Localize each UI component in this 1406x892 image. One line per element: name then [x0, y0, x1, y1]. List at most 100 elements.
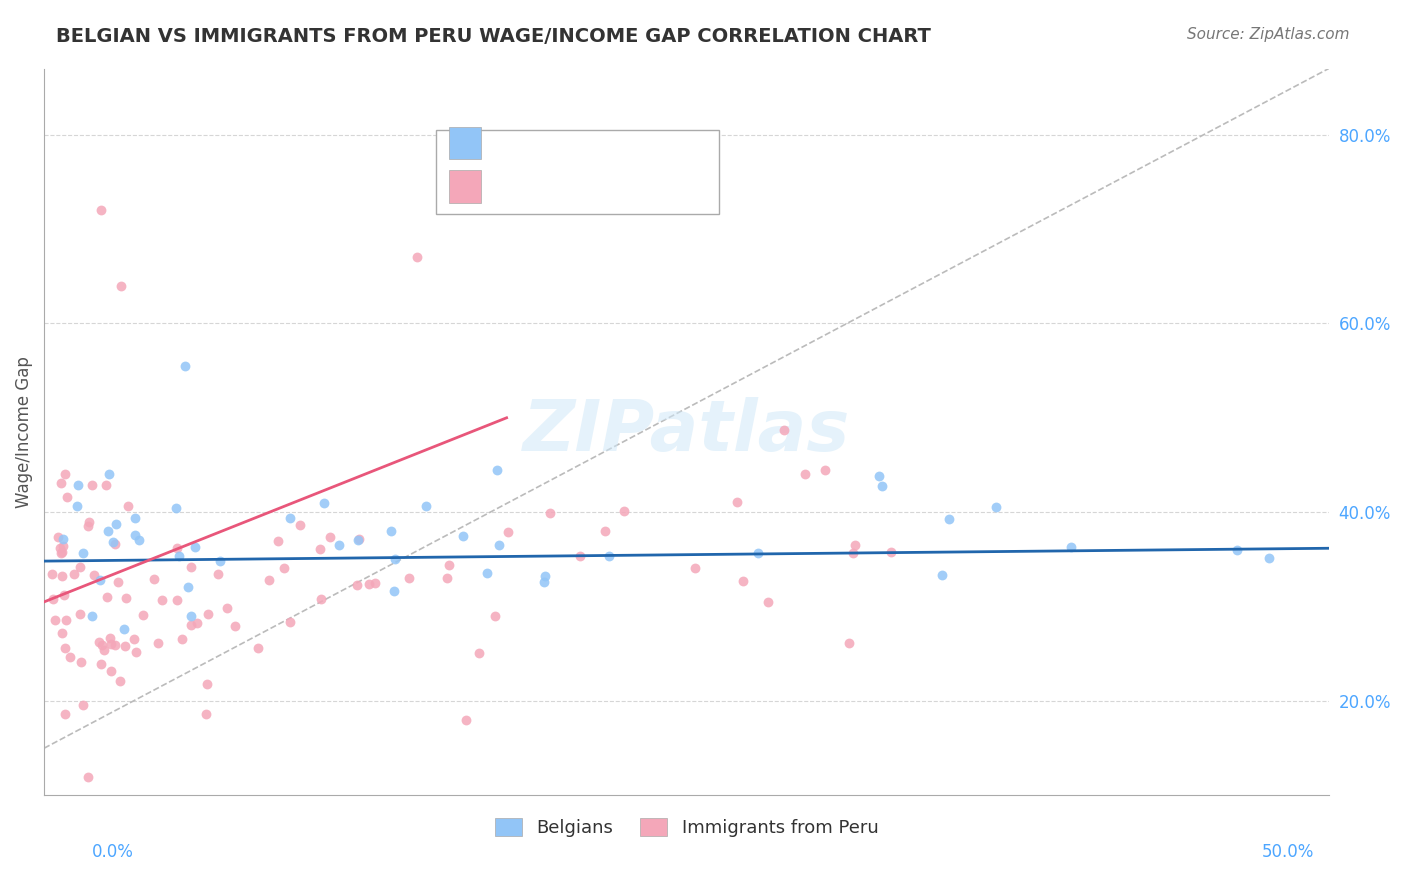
Point [77, 518, 100, 533]
FancyBboxPatch shape [449, 170, 481, 203]
Text: BELGIAN VS IMMIGRANTS FROM PERU WAGE/INCOME GAP CORRELATION CHART: BELGIAN VS IMMIGRANTS FROM PERU WAGE/INC… [56, 27, 931, 45]
Point [346, 577, 368, 591]
Point [53, 588, 76, 602]
Point [90, 657, 112, 672]
Point [534, 569, 557, 583]
Point [290, 517, 312, 532]
Point [170, 632, 193, 646]
Point [257, 573, 280, 587]
Point [1257, 551, 1279, 566]
Point [384, 552, 406, 566]
Point [49, 476, 72, 491]
Point [844, 538, 866, 552]
Point [938, 512, 960, 526]
Point [72, 698, 94, 713]
Point [55, 613, 77, 627]
Point [475, 566, 498, 580]
Point [53, 640, 76, 655]
Point [98, 467, 121, 482]
Point [180, 617, 202, 632]
Point [454, 713, 477, 727]
Point [593, 524, 616, 538]
Point [308, 541, 330, 556]
Y-axis label: Wage/Income Gap: Wage/Income Gap [15, 356, 32, 508]
Point [870, 479, 893, 493]
Point [278, 615, 301, 630]
Point [51, 626, 73, 640]
Point [41, 591, 63, 606]
Point [108, 673, 131, 688]
Point [485, 463, 508, 477]
Point [66, 478, 89, 492]
Point [107, 575, 129, 590]
Point [51, 539, 73, 553]
Point [484, 609, 506, 624]
Point [142, 572, 165, 586]
Point [124, 632, 146, 647]
Point [114, 640, 136, 654]
Point [208, 554, 231, 568]
Point [117, 499, 139, 513]
Text: 0.0%: 0.0% [91, 843, 134, 861]
Point [183, 541, 205, 555]
Point [59, 650, 82, 665]
Point [683, 561, 706, 575]
Point [247, 641, 270, 656]
Point [52, 533, 75, 547]
Point [100, 664, 122, 678]
Point [273, 560, 295, 574]
Point [150, 592, 173, 607]
Point [94, 478, 117, 492]
Point [70, 656, 93, 670]
Point [100, 637, 122, 651]
Point [165, 500, 187, 515]
Point [66, 500, 89, 514]
Point [104, 537, 127, 551]
Point [533, 574, 555, 589]
Point [364, 576, 387, 591]
Point [439, 558, 461, 573]
Point [48, 530, 70, 544]
Point [105, 516, 128, 531]
Point [180, 609, 202, 624]
Point [110, 278, 132, 293]
Point [467, 646, 489, 660]
Point [91, 638, 114, 652]
Point [180, 559, 202, 574]
Point [98, 631, 121, 645]
Point [76, 770, 98, 784]
Point [207, 567, 229, 582]
Point [488, 538, 510, 552]
Point [174, 359, 197, 373]
Point [538, 506, 561, 520]
Point [195, 677, 218, 691]
Point [931, 568, 953, 582]
Point [569, 549, 592, 563]
Point [90, 203, 112, 218]
Point [312, 496, 335, 510]
Point [49, 541, 72, 555]
Point [725, 494, 748, 508]
Point [125, 645, 148, 659]
Point [53, 467, 76, 482]
Point [357, 577, 380, 591]
Point [405, 250, 427, 264]
Point [93, 643, 115, 657]
Point [83, 567, 105, 582]
Point [53, 706, 76, 721]
Point [347, 533, 370, 547]
Point [984, 500, 1007, 514]
Point [613, 504, 636, 518]
Point [69, 559, 91, 574]
Point [398, 571, 420, 585]
FancyBboxPatch shape [436, 130, 718, 214]
Point [176, 580, 198, 594]
Point [197, 607, 219, 621]
Legend: Belgians, Immigrants from Peru: Belgians, Immigrants from Peru [488, 811, 886, 845]
Point [842, 546, 865, 560]
Point [1060, 540, 1083, 554]
Point [103, 535, 125, 549]
Point [77, 516, 100, 530]
Text: R = 0.325: R = 0.325 [489, 178, 581, 195]
Point [104, 638, 127, 652]
